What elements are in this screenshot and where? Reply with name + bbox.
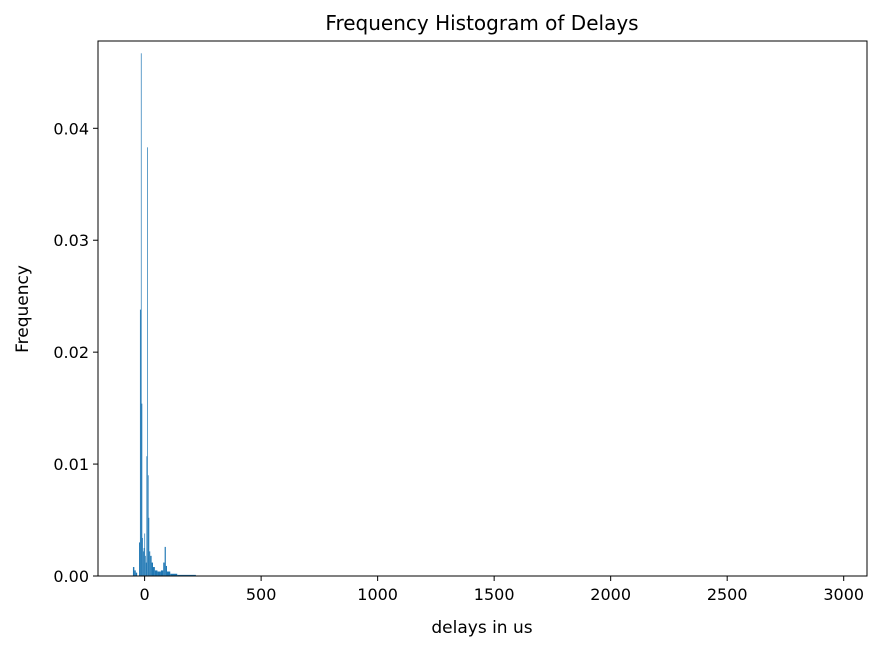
histogram-bar <box>132 567 135 576</box>
histogram-bar <box>170 573 178 576</box>
histogram-bar <box>134 570 136 576</box>
histogram-bar <box>150 555 152 576</box>
y-axis-ticks: 0.00 0.01 0.02 0.03 0.04 <box>53 119 98 586</box>
x-tick-label: 2500 <box>707 585 748 604</box>
histogram-bar <box>139 309 141 576</box>
histogram-bar <box>147 475 149 576</box>
histogram-bar <box>163 562 165 576</box>
histogram-bar <box>145 562 147 576</box>
y-tick-label: 0.00 <box>53 567 89 586</box>
x-tick-label: 500 <box>246 585 277 604</box>
histogram-bar <box>144 533 146 576</box>
histogram-bar <box>166 571 171 576</box>
plot-frame <box>97 40 868 577</box>
histogram-bar <box>153 567 155 576</box>
histogram-bar <box>139 542 140 576</box>
x-tick-label: 2000 <box>590 585 631 604</box>
histogram-bar <box>135 572 138 576</box>
x-tick-label: 1500 <box>474 585 515 604</box>
histogram-bar <box>160 570 164 576</box>
x-axis-label: delays in us <box>431 618 532 638</box>
histogram-bar <box>141 403 143 576</box>
histogram-bar <box>143 548 145 576</box>
histogram-bar <box>165 565 167 576</box>
histogram-bar <box>142 537 143 576</box>
histogram-bars <box>132 53 196 577</box>
y-tick-label: 0.04 <box>53 119 89 138</box>
histogram-bar <box>140 53 142 577</box>
x-axis-ticks: 0 500 1000 1500 2000 2500 3000 <box>140 576 864 604</box>
histogram-bar <box>145 555 146 576</box>
histogram-bar <box>157 571 161 576</box>
chart-title: Frequency Histogram of Delays <box>325 11 638 35</box>
x-tick-label: 1000 <box>357 585 398 604</box>
histogram-bar <box>177 574 196 576</box>
histogram-bar <box>164 546 166 576</box>
histogram-bar <box>148 517 150 576</box>
x-tick-label: 0 <box>140 585 150 604</box>
histogram-bar <box>149 551 151 576</box>
y-tick-label: 0.03 <box>53 231 89 250</box>
histogram-bar <box>151 562 153 576</box>
histogram-bar <box>142 551 144 576</box>
histogram-bar <box>154 570 158 576</box>
histogram-bar <box>146 456 148 576</box>
y-tick-label: 0.01 <box>53 455 89 474</box>
x-tick-label: 3000 <box>823 585 864 604</box>
histogram-bar <box>147 147 148 576</box>
y-axis-label: Frequency <box>13 265 33 353</box>
y-tick-label: 0.02 <box>53 343 89 362</box>
